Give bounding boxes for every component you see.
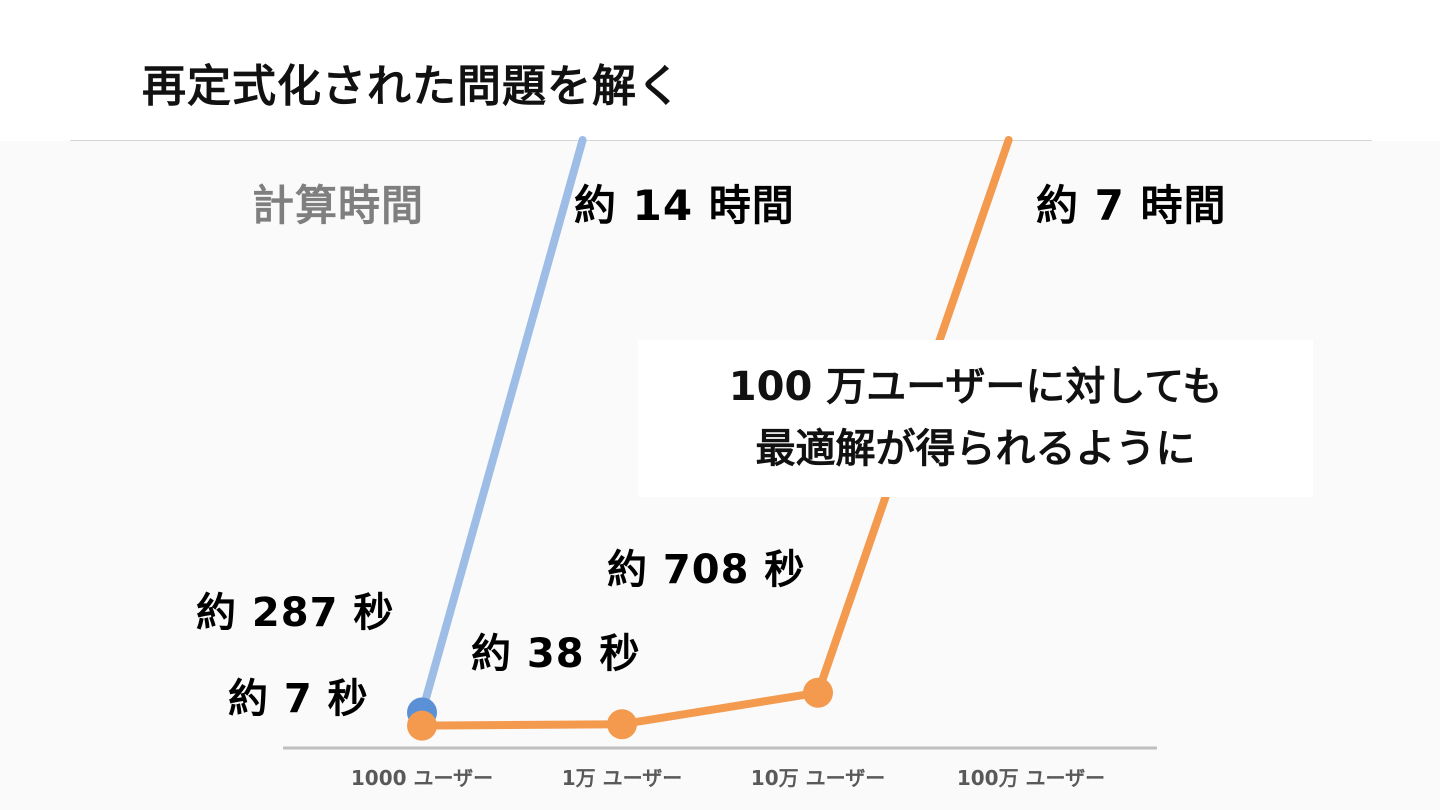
- x-tick-label: 100万 ユーザー: [956, 766, 1106, 790]
- data-label-blue-10k: 約 14 時間: [574, 181, 795, 230]
- x-tick-label: 1万 ユーザー: [561, 766, 683, 790]
- data-label-blue-1000: 約 287 秒: [196, 590, 395, 636]
- data-label-orange-1000: 約 7 秒: [228, 676, 369, 722]
- page-title: 再定式化された問題を解く: [142, 61, 682, 112]
- series-line-orange: [618, 688, 822, 729]
- callout-line-2: 最適解が得られるように: [755, 426, 1196, 472]
- y-axis-label: 計算時間: [252, 181, 425, 230]
- data-point-orange: [803, 677, 833, 708]
- callout-box: 100 万ユーザーに対しても 最適解が得られるように: [638, 340, 1313, 497]
- data-point-orange: [607, 709, 637, 740]
- data-label-orange-100k: 約 708 秒: [607, 547, 806, 593]
- data-label-orange-10k: 約 38 秒: [471, 631, 641, 677]
- x-tick-label: 1000 ユーザー: [350, 766, 494, 790]
- callout-line-1: 100 万ユーザーに対しても: [728, 364, 1223, 410]
- series-line-blue: [418, 136, 587, 717]
- x-tick-label: 10万 ユーザー: [750, 766, 886, 790]
- data-point-orange: [407, 710, 437, 741]
- data-label-orange-1m: 約 7 時間: [1036, 181, 1227, 230]
- title-divider: [70, 140, 1372, 141]
- series-line-orange: [418, 720, 626, 730]
